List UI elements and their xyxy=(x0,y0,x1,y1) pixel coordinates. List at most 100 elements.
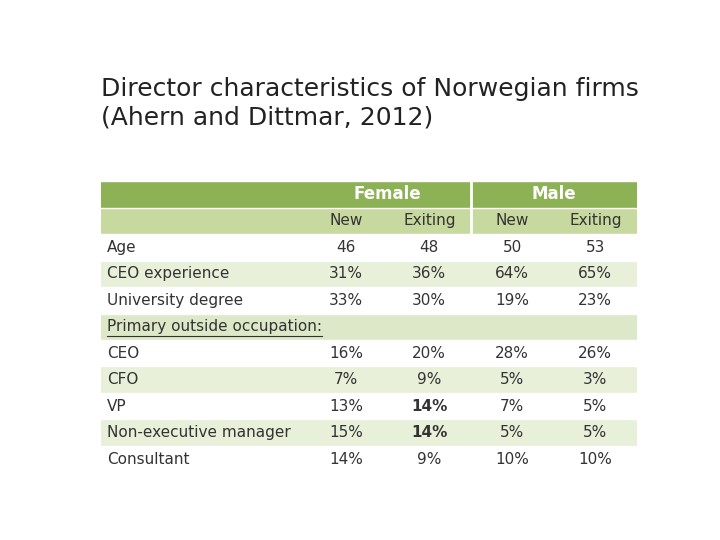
Text: 33%: 33% xyxy=(329,293,364,308)
Bar xyxy=(554,261,637,287)
Bar xyxy=(554,314,637,340)
Text: Non-executive manager: Non-executive manager xyxy=(107,425,290,440)
Text: 10%: 10% xyxy=(495,451,529,467)
Bar xyxy=(388,446,471,472)
Bar xyxy=(305,340,388,367)
Bar xyxy=(388,208,471,234)
Bar xyxy=(554,208,637,234)
Bar xyxy=(305,261,388,287)
Text: 9%: 9% xyxy=(417,451,441,467)
Text: 23%: 23% xyxy=(578,293,612,308)
Text: 30%: 30% xyxy=(413,293,446,308)
Bar xyxy=(554,234,637,261)
Text: 5%: 5% xyxy=(583,399,608,414)
Text: New: New xyxy=(495,213,529,228)
Bar xyxy=(388,340,471,367)
Bar xyxy=(101,393,305,420)
Text: 3%: 3% xyxy=(583,372,608,387)
Bar xyxy=(101,314,305,340)
Bar xyxy=(554,446,637,472)
Bar xyxy=(471,446,554,472)
Bar xyxy=(388,234,471,261)
Text: 14%: 14% xyxy=(329,451,363,467)
Text: 48: 48 xyxy=(420,240,439,255)
Text: Age: Age xyxy=(107,240,136,255)
Text: 10%: 10% xyxy=(578,451,612,467)
Bar xyxy=(471,208,554,234)
Bar xyxy=(305,181,471,208)
Text: Exiting: Exiting xyxy=(569,213,621,228)
Text: Primary outside occupation:: Primary outside occupation: xyxy=(107,319,322,334)
Bar xyxy=(305,420,388,446)
Text: Male: Male xyxy=(531,185,576,204)
Bar xyxy=(101,181,305,208)
Bar xyxy=(305,287,388,314)
Text: 31%: 31% xyxy=(329,266,363,281)
Bar xyxy=(388,314,471,340)
Text: Director characteristics of Norwegian firms
(Ahern and Dittmar, 2012): Director characteristics of Norwegian fi… xyxy=(101,77,639,129)
Bar xyxy=(101,340,305,367)
Bar xyxy=(554,420,637,446)
Text: 15%: 15% xyxy=(329,425,363,440)
Bar xyxy=(305,393,388,420)
Bar xyxy=(101,420,305,446)
Bar xyxy=(305,234,388,261)
Bar xyxy=(554,367,637,393)
Text: 19%: 19% xyxy=(495,293,529,308)
Bar xyxy=(471,367,554,393)
Text: 5%: 5% xyxy=(583,425,608,440)
Bar xyxy=(471,314,554,340)
Bar xyxy=(388,287,471,314)
Text: 53: 53 xyxy=(585,240,605,255)
Bar xyxy=(471,393,554,420)
Bar xyxy=(388,367,471,393)
Text: 14%: 14% xyxy=(411,425,447,440)
Bar xyxy=(305,446,388,472)
Text: 9%: 9% xyxy=(417,372,441,387)
Bar xyxy=(101,208,305,234)
Bar xyxy=(101,446,305,472)
Text: New: New xyxy=(330,213,363,228)
Bar xyxy=(471,420,554,446)
Bar xyxy=(388,393,471,420)
Text: 20%: 20% xyxy=(413,346,446,361)
Text: 28%: 28% xyxy=(495,346,529,361)
Text: 14%: 14% xyxy=(411,399,447,414)
Text: University degree: University degree xyxy=(107,293,243,308)
Bar xyxy=(471,340,554,367)
Text: 46: 46 xyxy=(336,240,356,255)
Text: 26%: 26% xyxy=(578,346,612,361)
Bar xyxy=(305,367,388,393)
Bar xyxy=(101,287,305,314)
Text: CEO: CEO xyxy=(107,346,139,361)
Bar xyxy=(305,208,388,234)
Text: 13%: 13% xyxy=(329,399,363,414)
Text: CEO experience: CEO experience xyxy=(107,266,229,281)
Text: 50: 50 xyxy=(503,240,522,255)
Text: 36%: 36% xyxy=(413,266,446,281)
Text: 16%: 16% xyxy=(329,346,363,361)
Text: 5%: 5% xyxy=(500,425,524,440)
Text: Consultant: Consultant xyxy=(107,451,189,467)
Text: Female: Female xyxy=(354,185,422,204)
Bar xyxy=(101,261,305,287)
Bar xyxy=(554,340,637,367)
Text: VP: VP xyxy=(107,399,127,414)
Text: 7%: 7% xyxy=(334,372,359,387)
Text: 7%: 7% xyxy=(500,399,524,414)
Text: CFO: CFO xyxy=(107,372,138,387)
Bar xyxy=(101,234,305,261)
Bar xyxy=(388,420,471,446)
Bar xyxy=(471,181,637,208)
Bar xyxy=(471,287,554,314)
Text: Exiting: Exiting xyxy=(403,213,456,228)
Bar xyxy=(388,261,471,287)
Bar xyxy=(554,393,637,420)
Bar xyxy=(471,234,554,261)
Bar xyxy=(305,314,388,340)
Bar xyxy=(101,367,305,393)
Text: 64%: 64% xyxy=(495,266,529,281)
Bar xyxy=(554,287,637,314)
Bar xyxy=(471,261,554,287)
Text: 5%: 5% xyxy=(500,372,524,387)
